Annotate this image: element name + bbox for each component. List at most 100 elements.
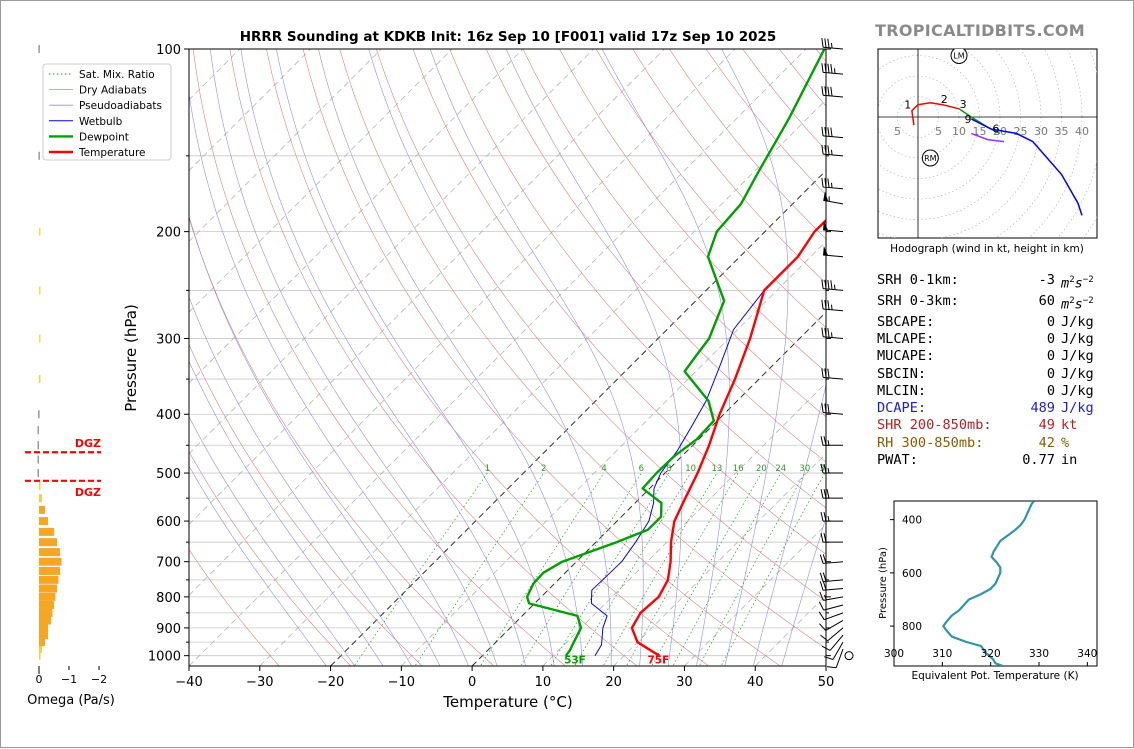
theta-e-x-tick-label: 310 xyxy=(932,648,952,660)
wind-barb xyxy=(821,533,843,542)
index-key: SBCAPE: xyxy=(877,314,995,331)
mixing-ratio-label: 4 xyxy=(601,464,606,474)
index-row: RH 300-850mb:42% xyxy=(877,435,1094,452)
omega-bar xyxy=(39,609,53,617)
hodograph-frame xyxy=(878,49,1097,238)
omega-bar xyxy=(39,558,62,566)
barb-full xyxy=(831,64,832,73)
dry-adiabat xyxy=(303,49,784,669)
x-tick-label: −10 xyxy=(388,675,415,690)
calm-circle xyxy=(845,652,853,660)
barb-full xyxy=(828,64,829,73)
omega-axis-label: Omega (Pa/s) xyxy=(27,693,115,708)
isotherm xyxy=(260,49,877,666)
moist-adiabat xyxy=(506,49,682,669)
omega-tick-label: 0 xyxy=(36,673,43,686)
barb-half xyxy=(831,43,832,48)
x-tick-label: 20 xyxy=(605,675,622,690)
hodograph-height-label: 6 xyxy=(992,122,999,135)
barb-full xyxy=(828,300,829,309)
barb-shaft xyxy=(826,620,843,630)
barb-full xyxy=(819,602,823,610)
y-tick-label: 700 xyxy=(156,556,181,571)
omega-bar xyxy=(39,624,48,632)
index-value: 0 xyxy=(995,348,1055,365)
index-key: SRH 0-3km: xyxy=(877,293,995,314)
hodograph-ring-label: 5 xyxy=(894,125,901,138)
index-key: RH 300-850mb: xyxy=(877,435,995,452)
moist-adiabat xyxy=(276,49,554,669)
legend-label: Sat. Mix. Ratio xyxy=(79,69,155,81)
index-unit: J/kg xyxy=(1055,348,1094,365)
index-unit: J/kg xyxy=(1055,314,1094,331)
mixing-ratio-label: 1 xyxy=(485,464,490,474)
omega-bar xyxy=(38,426,40,434)
hodograph-height-label: 2 xyxy=(941,93,948,106)
mixing-ratio-line xyxy=(479,473,604,669)
mixing-ratio-label: 30 xyxy=(799,464,810,474)
barb-full xyxy=(820,592,824,601)
hodograph-height-label: 1 xyxy=(904,99,911,112)
index-value: 49 xyxy=(995,417,1055,434)
mixing-ratio-line xyxy=(625,473,738,669)
index-unit: kt xyxy=(1055,417,1077,434)
barb-half xyxy=(834,285,835,290)
mixing-ratio-line xyxy=(672,473,781,669)
omega-bar xyxy=(39,286,41,294)
barb-half xyxy=(828,468,829,473)
barb-full xyxy=(819,624,825,631)
omega-bar xyxy=(39,645,42,653)
omega-bar xyxy=(39,616,51,624)
isotherm xyxy=(189,49,806,666)
wind-barb xyxy=(819,602,843,610)
index-value: 0.77 xyxy=(995,452,1055,469)
hodograph-ring-label: 5 xyxy=(935,125,942,138)
barb-full xyxy=(828,369,829,378)
index-unit: J/kg xyxy=(1055,383,1094,400)
index-unit: J/kg xyxy=(1055,400,1094,417)
index-key: SBCIN: xyxy=(877,366,995,383)
x-tick-label: 0 xyxy=(468,675,476,690)
y-tick-label: 300 xyxy=(156,332,181,347)
legend-label: Pseudoadiabats xyxy=(79,100,162,112)
barb-full xyxy=(828,178,829,187)
legend-label: Wetbulb xyxy=(79,116,123,128)
barb-full xyxy=(825,38,826,47)
omega-bar xyxy=(38,410,40,418)
chart-title: HRRR Sounding at KDKB Init: 16z Sep 10 [… xyxy=(240,29,777,45)
omega-bar xyxy=(39,482,41,490)
barb-full xyxy=(828,87,829,96)
y-tick-label: 1000 xyxy=(148,650,181,665)
wind-barb xyxy=(822,63,843,74)
mixing-ratio-line xyxy=(650,473,761,669)
barb-full xyxy=(822,178,823,187)
barb-full xyxy=(820,555,823,564)
index-unit: in xyxy=(1055,452,1077,469)
moist-adiabat xyxy=(430,49,643,669)
omega-bar xyxy=(39,601,54,609)
barb-full xyxy=(822,38,823,47)
wind-barb xyxy=(845,652,853,660)
barb-full xyxy=(822,127,823,136)
hodograph-ring-label: 35 xyxy=(1055,125,1069,138)
omega-tick-label: −1 xyxy=(61,673,77,686)
legend-label: Dewpoint xyxy=(79,131,129,143)
mixing-ratio-label: 13 xyxy=(711,464,722,474)
theta-e-y-tick-label: 400 xyxy=(902,515,922,527)
x-tick-label: −40 xyxy=(175,675,202,690)
theta-e-x-tick-label: 300 xyxy=(884,648,904,660)
wind-barb xyxy=(822,368,843,379)
barb-full xyxy=(821,512,823,521)
barb-full xyxy=(831,280,832,289)
index-key: DCAPE: xyxy=(877,400,995,417)
omega-bar xyxy=(38,469,40,477)
theta-e-y-tick-label: 800 xyxy=(902,621,922,633)
y-tick-label: 200 xyxy=(156,226,181,241)
wind-barb xyxy=(822,300,843,311)
